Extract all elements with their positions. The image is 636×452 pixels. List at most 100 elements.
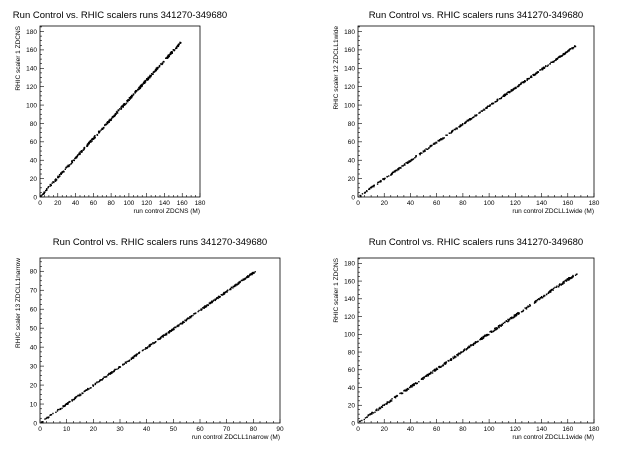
x-tick-label: 60 (433, 200, 441, 207)
data-point (88, 141, 90, 144)
data-point (483, 335, 486, 338)
data-point (74, 157, 77, 159)
data-point (370, 187, 373, 189)
data-point (533, 73, 535, 76)
data-point (470, 118, 472, 121)
data-point (76, 156, 78, 158)
data-point (461, 124, 464, 126)
data-point (499, 324, 501, 327)
data-point (379, 407, 382, 410)
data-point (406, 162, 409, 165)
data-point (146, 347, 149, 349)
y-axis-label: RHIC scaler 12 ZDCLL1wide (333, 26, 340, 110)
data-point (530, 76, 532, 79)
data-point (110, 371, 113, 373)
data-point (441, 365, 443, 367)
data-point (44, 189, 47, 192)
data-point (552, 289, 554, 291)
data-point (211, 300, 213, 302)
data-point (112, 115, 114, 118)
y-tick-label: 30 (30, 363, 38, 370)
data-point (455, 356, 457, 358)
data-point (364, 417, 367, 419)
data-point (116, 112, 119, 114)
data-point (377, 409, 380, 411)
data-point (80, 394, 82, 396)
data-point (165, 332, 168, 335)
data-point (149, 77, 151, 79)
data-point (166, 57, 168, 59)
data-point (104, 376, 107, 378)
x-tick-label: 140 (159, 200, 170, 207)
data-point (100, 129, 102, 131)
data-point (142, 81, 145, 84)
x-tick-label: 80 (107, 200, 115, 207)
data-point (535, 72, 537, 75)
data-point (453, 128, 456, 131)
data-point (175, 326, 177, 328)
data-point (174, 47, 177, 50)
data-point (114, 113, 116, 116)
data-point (555, 286, 558, 288)
data-point (222, 292, 225, 294)
data-point (73, 159, 75, 162)
data-point (109, 119, 112, 121)
data-point (83, 390, 85, 393)
data-point (90, 141, 92, 143)
x-tick-label: 160 (562, 200, 573, 207)
data-point (79, 393, 81, 395)
data-point (123, 363, 126, 365)
data-point (450, 358, 452, 361)
data-point (501, 324, 503, 326)
data-point (434, 368, 436, 371)
data-point (190, 315, 193, 318)
data-point (149, 74, 151, 77)
data-point (373, 186, 375, 188)
data-point (112, 115, 115, 117)
data-point (510, 317, 513, 320)
data-point (224, 291, 227, 294)
data-point (147, 346, 149, 348)
data-point (390, 399, 392, 401)
data-point (247, 275, 249, 277)
data-point (508, 90, 511, 93)
data-point (401, 392, 404, 395)
data-point (371, 185, 374, 188)
data-point (366, 190, 368, 193)
data-point (471, 344, 473, 346)
data-point (400, 167, 402, 169)
y-tick-label: 100 (344, 332, 355, 339)
data-point (435, 367, 438, 370)
data-point (506, 92, 508, 94)
data-point (113, 369, 116, 372)
data-point (117, 367, 120, 370)
data-point (559, 283, 561, 285)
data-point (493, 329, 495, 332)
data-point (553, 287, 555, 290)
data-point (572, 47, 574, 49)
data-point (153, 342, 156, 344)
data-point (133, 355, 135, 357)
data-point (452, 357, 455, 360)
data-point (486, 334, 488, 337)
data-point (364, 191, 367, 193)
data-point (75, 396, 77, 398)
data-point (176, 44, 179, 47)
y-tick-label: 180 (26, 29, 37, 36)
data-point (535, 300, 537, 303)
data-point (503, 95, 505, 97)
data-point (440, 138, 443, 141)
data-point (373, 184, 375, 187)
data-point (78, 153, 80, 156)
data-point (49, 414, 51, 416)
data-point (100, 379, 102, 381)
data-point (254, 271, 256, 273)
data-point (157, 338, 159, 340)
data-point (152, 341, 154, 344)
data-point (382, 178, 385, 180)
data-point (366, 416, 368, 418)
x-axis-label: run control ZDCNS (M) (134, 208, 200, 215)
data-point (168, 54, 170, 56)
data-point (171, 52, 173, 54)
data-point (551, 289, 553, 291)
